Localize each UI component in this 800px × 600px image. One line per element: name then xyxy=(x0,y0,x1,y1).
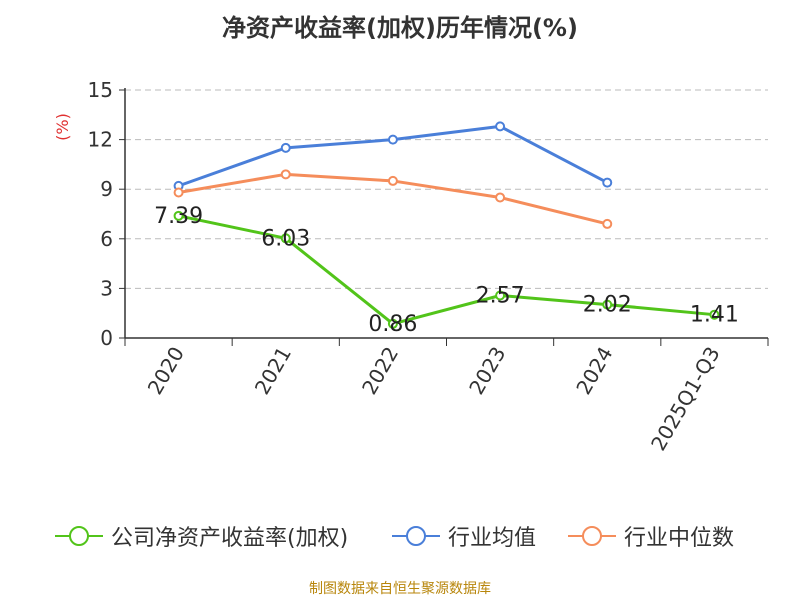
x-tick-label: 2021 xyxy=(250,343,296,399)
data-point-series-1 xyxy=(387,134,398,145)
legend-item-company[interactable]: 公司净资产收益率(加权) xyxy=(55,520,348,552)
data-point-series-2 xyxy=(387,175,398,186)
legend-label-company: 公司净资产收益率(加权) xyxy=(111,526,349,551)
legend-item-industry-median[interactable]: 行业中位数 xyxy=(568,520,734,552)
data-point-series-0 xyxy=(387,318,398,329)
y-axis-label: (%) xyxy=(53,113,72,141)
data-label: 7.39 xyxy=(154,204,203,229)
legend: 公司净资产收益率(加权) 行业均值 行业中位数 xyxy=(0,520,800,556)
legend-marker-median-icon xyxy=(568,526,616,546)
data-point-series-1 xyxy=(602,177,613,188)
data-label: 2.57 xyxy=(476,284,525,309)
x-tick-label: 2025Q1-Q3 xyxy=(646,343,725,455)
y-tick-label: 0 xyxy=(100,326,113,350)
data-point-series-0 xyxy=(173,210,184,221)
y-tick-label: 15 xyxy=(88,78,113,102)
data-point-series-2 xyxy=(173,187,184,198)
series-line-0 xyxy=(178,214,715,326)
chart-title: 净资产收益率(加权)历年情况(%) xyxy=(222,14,578,42)
x-tick-label: 2020 xyxy=(143,343,189,399)
x-tick-label: 2023 xyxy=(464,343,510,399)
data-point-series-1 xyxy=(280,142,291,153)
series-lines xyxy=(173,121,720,329)
y-tick-label: 9 xyxy=(100,177,113,201)
data-point-series-1 xyxy=(495,121,506,132)
data-source-note: 制图数据来自恒生聚源数据库 xyxy=(309,581,491,597)
legend-marker-company-icon xyxy=(55,526,103,546)
data-point-series-0 xyxy=(495,290,506,301)
data-point-series-0 xyxy=(280,233,291,244)
axes: 0 3 6 9 12 15 (%) 2020 2021 2022 2023 2024 2025Q1-Q3 xyxy=(53,78,769,455)
legend-label-mean: 行业均值 xyxy=(448,526,537,551)
legend-item-industry-mean[interactable]: 行业均值 xyxy=(392,520,536,552)
x-tick-label: 2024 xyxy=(571,343,617,399)
data-point-series-0 xyxy=(709,309,720,320)
y-tick-label: 12 xyxy=(88,128,113,152)
legend-label-median: 行业中位数 xyxy=(624,526,735,551)
data-point-series-2 xyxy=(280,169,291,180)
legend-marker-mean-icon xyxy=(392,526,440,546)
y-tick-label: 3 xyxy=(100,276,113,300)
data-label: 6.03 xyxy=(261,226,310,251)
data-point-series-0 xyxy=(602,299,613,310)
data-label: 1.41 xyxy=(690,303,739,328)
data-label: 2.02 xyxy=(583,293,632,318)
data-point-series-2 xyxy=(495,192,506,203)
x-tick-label: 2022 xyxy=(357,343,403,399)
data-label: 0.86 xyxy=(368,312,417,337)
y-tick-label: 6 xyxy=(100,227,113,251)
data-labels: 7.39 6.03 0.86 2.57 2.02 1.41 xyxy=(154,204,739,337)
data-point-series-2 xyxy=(602,218,613,229)
